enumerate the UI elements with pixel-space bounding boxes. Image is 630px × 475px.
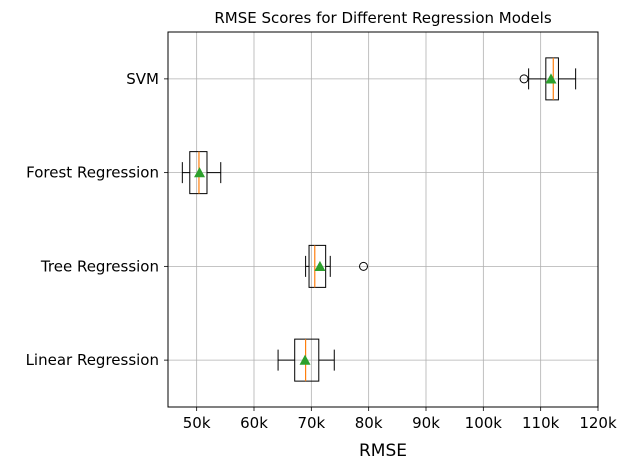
outlier-point [519, 74, 529, 84]
x-axis-label: RMSE [359, 441, 407, 461]
chart-title: RMSE Scores for Different Regression Mod… [214, 9, 551, 27]
x-tick-label: 80k [355, 414, 383, 432]
box-forest-regression [181, 151, 222, 195]
x-tick-label: 120k [579, 414, 617, 432]
grid [168, 32, 599, 407]
mean-marker [299, 354, 311, 365]
mean-marker [314, 260, 326, 272]
box-tree-regression [305, 244, 369, 288]
y-tick-label: Linear Regression [26, 351, 159, 369]
y-tick-label: Tree Regression [40, 257, 159, 275]
boxes [181, 57, 577, 382]
box-svm [519, 57, 577, 101]
box-iqr [308, 244, 327, 288]
y-axis: Linear Regression Tree Regression Forest R… [26, 70, 168, 369]
plot-frame [167, 31, 599, 408]
mean-marker [545, 73, 557, 84]
x-tick-label: 100k [465, 414, 503, 432]
outlier-point [359, 261, 369, 271]
x-tick-label: 90k [412, 414, 440, 432]
x-tick-label: 50k [183, 414, 211, 432]
y-tick-label: SVM [126, 70, 159, 88]
y-tick-label: Forest Regression [26, 164, 159, 182]
x-tick-label: 110k [522, 414, 560, 432]
box-iqr [545, 57, 559, 101]
box-linear-regression [277, 338, 335, 382]
x-tick-label: 70k [297, 414, 325, 432]
x-axis: 50k 60k 70k 80k 90k 100k 110k 120k [183, 407, 617, 432]
box-iqr [294, 338, 320, 382]
mean-marker [194, 167, 206, 178]
x-tick-label: 60k [240, 414, 268, 432]
